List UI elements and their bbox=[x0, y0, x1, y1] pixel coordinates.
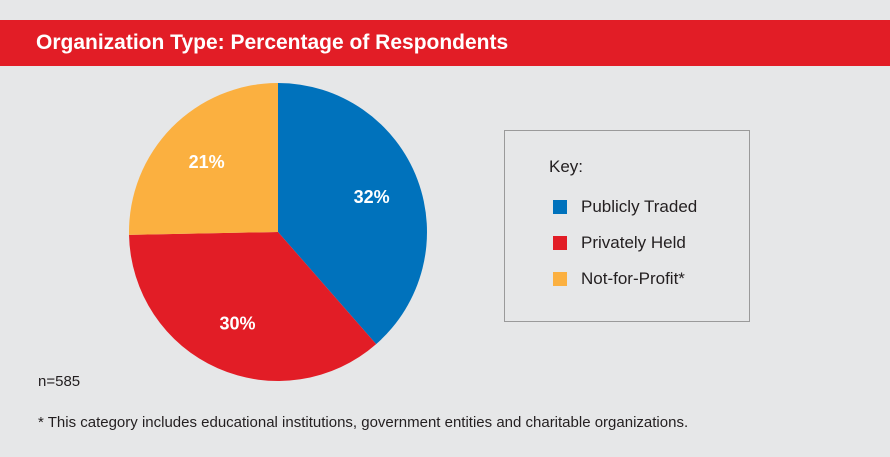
sample-size: n=585 bbox=[38, 373, 81, 390]
pie-label-not-for-profit: 21% bbox=[189, 152, 225, 172]
pie-slice-privately-held bbox=[129, 232, 377, 381]
chart-header: Organization Type: Percentage of Respond… bbox=[0, 20, 890, 66]
pie-chart: 32% 30% 21% bbox=[129, 83, 427, 381]
legend-title: Key: bbox=[549, 157, 584, 176]
legend-swatch-not-for-profit bbox=[553, 272, 567, 286]
chart-title: Organization Type: Percentage of Respond… bbox=[36, 31, 509, 54]
pie-slice-publicly-traded bbox=[278, 83, 427, 345]
pie-label-publicly-traded: 32% bbox=[354, 187, 390, 207]
legend-swatch-privately-held bbox=[553, 236, 567, 250]
legend-label-privately-held: Privately Held bbox=[581, 233, 686, 252]
footnote: * This category includes educational ins… bbox=[38, 414, 689, 431]
legend-swatch-publicly-traded bbox=[553, 200, 567, 214]
legend: Key: Publicly Traded Privately Held Not-… bbox=[504, 130, 750, 322]
pie-label-privately-held: 30% bbox=[220, 313, 256, 333]
legend-label-not-for-profit: Not-for-Profit* bbox=[581, 269, 685, 288]
legend-label-publicly-traded: Publicly Traded bbox=[581, 197, 698, 216]
pie-slice-not-for-profit bbox=[129, 83, 278, 235]
